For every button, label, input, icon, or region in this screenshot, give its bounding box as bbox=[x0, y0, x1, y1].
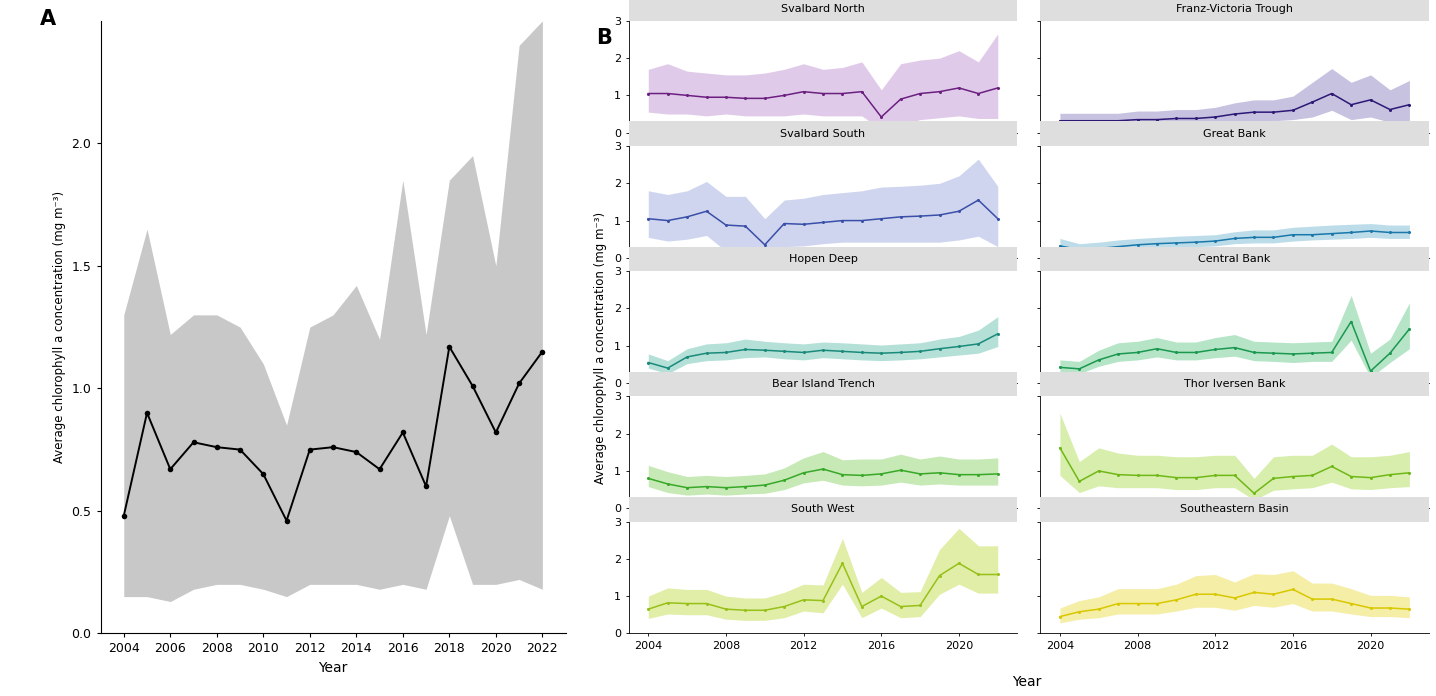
Text: Great Bank: Great Bank bbox=[1203, 129, 1267, 139]
Text: Hopen Deep: Hopen Deep bbox=[788, 254, 857, 264]
Text: A: A bbox=[40, 8, 56, 29]
Text: Thor Iversen Bank: Thor Iversen Bank bbox=[1183, 379, 1285, 389]
Text: Year: Year bbox=[1012, 675, 1041, 689]
Bar bbox=[1041, 122, 1429, 146]
Text: South West: South West bbox=[791, 505, 854, 514]
X-axis label: Year: Year bbox=[319, 661, 348, 675]
Text: Bear Island Trench: Bear Island Trench bbox=[771, 379, 875, 389]
Text: Svalbard North: Svalbard North bbox=[781, 3, 864, 14]
Bar bbox=[629, 0, 1017, 21]
Text: Average chlorophyll a concentration (mg m⁻³): Average chlorophyll a concentration (mg … bbox=[593, 212, 607, 484]
Bar bbox=[1041, 497, 1429, 521]
Bar bbox=[1041, 372, 1429, 397]
Y-axis label: Average chlorophyll a concentration (mg m⁻³): Average chlorophyll a concentration (mg … bbox=[53, 191, 66, 463]
Text: B: B bbox=[596, 28, 612, 48]
Bar bbox=[1041, 0, 1429, 21]
Text: Central Bank: Central Bank bbox=[1199, 254, 1271, 264]
Text: Svalbard South: Svalbard South bbox=[780, 129, 866, 139]
Bar bbox=[1041, 246, 1429, 271]
Bar bbox=[629, 246, 1017, 271]
Bar bbox=[629, 122, 1017, 146]
Bar bbox=[629, 372, 1017, 397]
Bar bbox=[629, 497, 1017, 521]
Text: Franz-Victoria Trough: Franz-Victoria Trough bbox=[1176, 3, 1294, 14]
Text: Southeastern Basin: Southeastern Basin bbox=[1180, 505, 1290, 514]
